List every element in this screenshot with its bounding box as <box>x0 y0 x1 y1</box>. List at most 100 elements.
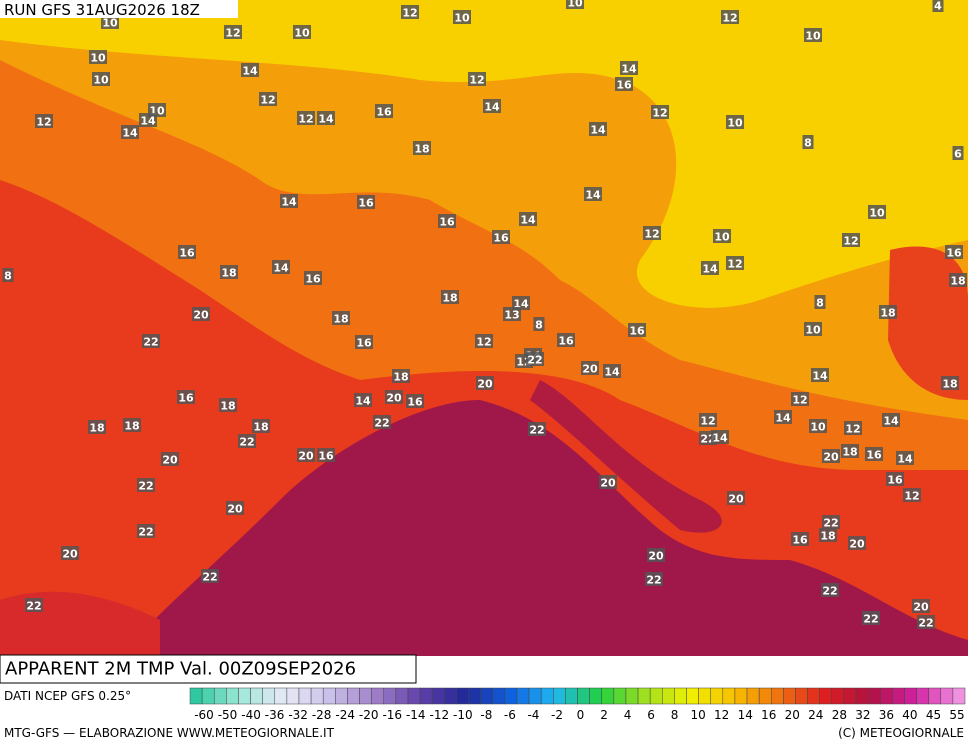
colorbar-tick-label: -50 <box>218 708 238 722</box>
colorbar-swatch <box>213 687 227 705</box>
label-box <box>628 323 646 337</box>
colorbar-tick-label: -8 <box>480 708 492 722</box>
colorbar-swatch <box>347 687 360 705</box>
temperature-label: 18 <box>253 421 268 434</box>
temperature-label: 18 <box>820 530 835 543</box>
label-box <box>226 501 244 515</box>
temperature-label: 14 <box>897 453 913 466</box>
temperature-label: 12 <box>402 7 417 20</box>
label-box <box>620 61 638 75</box>
label-box <box>932 0 944 12</box>
colorbar-tick-label: 12 <box>714 708 729 722</box>
temperature-label: 20 <box>728 493 744 506</box>
colorbar-swatch <box>407 687 421 705</box>
label-box <box>121 125 139 139</box>
label-box <box>814 295 826 309</box>
temperature-label: 18 <box>221 267 236 280</box>
temperature-label: 12 <box>700 415 715 428</box>
temperature-label: 18 <box>220 400 235 413</box>
temperature-label: 12 <box>652 107 667 120</box>
temperature-label: 18 <box>89 422 104 435</box>
temperature-label: 20 <box>600 477 616 490</box>
temperature-label: 10 <box>294 27 310 40</box>
title-box <box>0 654 417 684</box>
label-box <box>949 273 967 287</box>
colorbar-swatch <box>601 687 615 705</box>
label-box <box>224 25 242 39</box>
temperature-label: 16 <box>179 247 195 260</box>
label-box <box>528 422 546 436</box>
label-box <box>589 122 607 136</box>
colorbar-swatch <box>855 687 869 705</box>
map-title: APPARENT 2M TMP Val. 00Z09SEP2026 <box>5 659 356 680</box>
colorbar-swatch <box>492 687 506 705</box>
temperature-label: 20 <box>913 601 929 614</box>
colorbar-swatch <box>879 687 893 705</box>
temperature-label: 12 <box>476 336 491 349</box>
label-box <box>123 418 141 432</box>
temperature-label: 16 <box>946 247 962 260</box>
temperature-label: 13 <box>504 309 519 322</box>
label-box <box>822 449 840 463</box>
colorbar-swatch <box>783 687 796 705</box>
colorbar-swatch <box>940 687 954 705</box>
temperature-label: 10 <box>90 52 106 65</box>
label-box <box>711 430 729 444</box>
temperature-label: 22 <box>527 354 542 367</box>
label-box <box>811 368 829 382</box>
label-box <box>483 99 501 113</box>
temperature-label: 16 <box>866 449 882 462</box>
temperature-label: 16 <box>358 197 374 210</box>
colorbar-tick-label: -14 <box>406 708 426 722</box>
temperature-label: 16 <box>407 396 423 409</box>
temperature-label: 22 <box>822 585 837 598</box>
colorbar-swatch <box>504 687 518 705</box>
temperature-label: 18 <box>442 292 457 305</box>
temperature-label: 14 <box>242 65 258 78</box>
label-box <box>862 611 880 625</box>
credit: MTG-GFS — ELABORAZIONE WWW.METEOGIORNALE… <box>4 726 335 740</box>
colorbar-tick-label: 6 <box>647 708 655 722</box>
label-box <box>101 15 119 29</box>
temperature-label: 10 <box>454 12 470 25</box>
colorbar-swatch <box>528 687 542 705</box>
temperature-label: 12 <box>845 423 860 436</box>
colorbar-tick-label: 55 <box>949 708 964 722</box>
colorbar: -60 -50 -40 -36 -32 -28 -24 -20 -16 -14 -12 -10 -8 -6… <box>189 687 966 722</box>
colorbar-swatch <box>359 687 372 705</box>
label-box <box>713 229 731 243</box>
label-box <box>952 146 964 160</box>
temperature-label: 12 <box>225 27 240 40</box>
temperature-label: 16 <box>305 273 321 286</box>
temperature-label: 12 <box>722 12 737 25</box>
temperature-label: 14 <box>604 366 620 379</box>
colorbar-swatch <box>795 687 808 705</box>
temperature-label: 20 <box>193 309 209 322</box>
temperature-label: 8 <box>4 270 12 283</box>
temperature-label: 22 <box>646 574 661 587</box>
label-box <box>2 268 14 282</box>
temperature-label: 18 <box>942 378 957 391</box>
label-box <box>519 212 537 226</box>
temperature-label: 18 <box>414 143 429 156</box>
colorbar-tick-label: -20 <box>359 708 379 722</box>
label-box <box>841 444 859 458</box>
colorbar-tick-label: -16 <box>382 708 402 722</box>
label-box <box>92 72 110 86</box>
label-box <box>88 420 106 434</box>
temperature-label: 16 <box>629 325 645 338</box>
label-box <box>355 335 373 349</box>
label-box <box>142 334 160 348</box>
colorbar-tick-label: 16 <box>761 708 776 722</box>
label-box <box>332 311 350 325</box>
label-box <box>201 569 219 583</box>
colorbar-swatch <box>722 687 736 705</box>
label-box <box>941 376 959 390</box>
label-box <box>413 141 431 155</box>
temperature-label: 12 <box>792 394 807 407</box>
label-box <box>401 5 419 19</box>
label-box <box>727 491 745 505</box>
colorbar-tick-label: -12 <box>430 708 450 722</box>
label-box <box>647 548 665 562</box>
label-box <box>651 105 669 119</box>
